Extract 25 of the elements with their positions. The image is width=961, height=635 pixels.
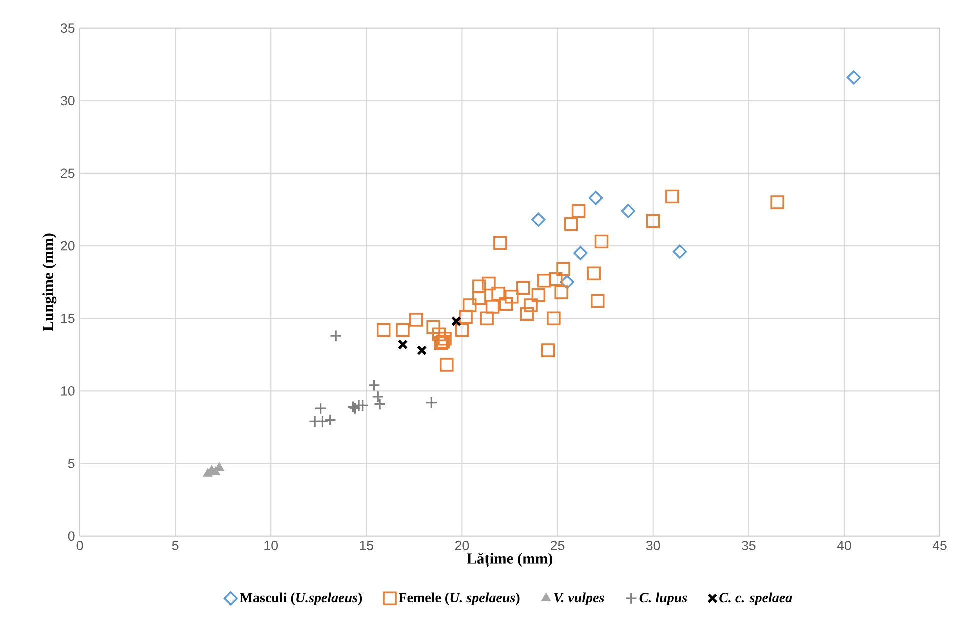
x-tick-label: 35: [742, 541, 756, 550]
x-tick-label: 20: [455, 541, 470, 550]
x-tick-label: 30: [646, 541, 660, 550]
y-tick-label: 10: [61, 386, 75, 396]
x-axis-title: Lățime (mm): [467, 552, 553, 568]
y-tick-label: 15: [61, 314, 75, 324]
x-tick-label: 25: [551, 541, 565, 550]
y-tick-label: 5: [68, 459, 75, 468]
x-tick-label: 0: [76, 541, 84, 550]
x-tick-label: 10: [264, 541, 278, 550]
legend-label: C. c. spelaea: [720, 592, 792, 606]
x-tick-label: 15: [360, 541, 374, 550]
x-tick-label: 40: [837, 541, 852, 550]
y-tick-label: 20: [61, 241, 75, 251]
legend-label: C. lupus: [640, 592, 688, 606]
x-tick-label: 45: [932, 541, 947, 550]
y-tick-label: 0: [68, 532, 75, 542]
legend-label: Femele (U. spelaeus): [398, 592, 520, 606]
x-tick-label: 5: [172, 541, 179, 550]
legend-label: V. vulpes: [554, 592, 604, 606]
legend-label: Masculi (U.spelaeus): [240, 592, 362, 606]
y-tick-label: 30: [60, 96, 75, 106]
y-tick-label: 25: [61, 168, 75, 178]
y-axis-title: Lungime (mm): [42, 234, 57, 332]
y-tick-label: 35: [60, 24, 75, 34]
